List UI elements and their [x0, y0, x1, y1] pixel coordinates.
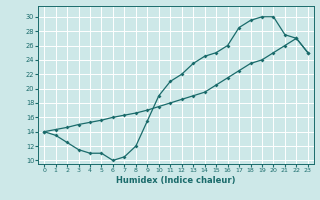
X-axis label: Humidex (Indice chaleur): Humidex (Indice chaleur)	[116, 176, 236, 185]
